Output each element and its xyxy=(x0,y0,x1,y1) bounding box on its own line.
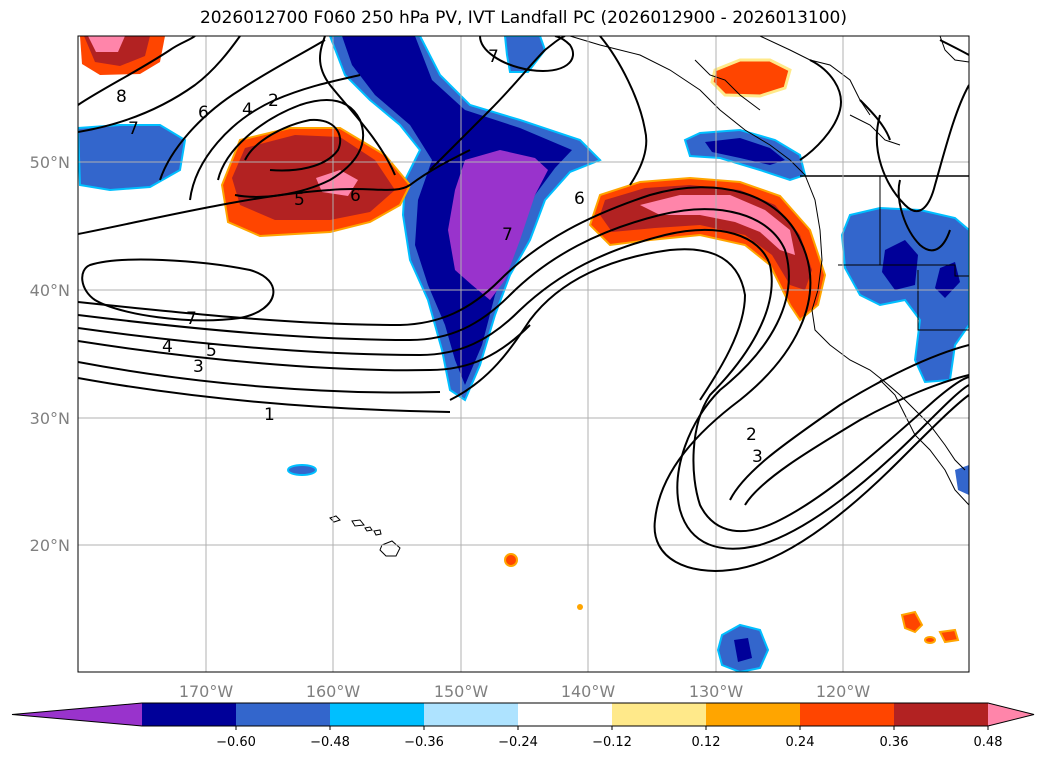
ivt-contours xyxy=(78,36,969,572)
map-frame xyxy=(77,35,970,673)
colorbar-tick-label: −0.36 xyxy=(404,735,444,750)
colorbar-tick-label: −0.12 xyxy=(592,735,632,750)
contour-label: 4 xyxy=(162,337,173,357)
pv-shading xyxy=(78,36,969,672)
colorbar: −0.60 −0.48 −0.36 −0.24 −0.12 0.12 0.24 0.36 0.4… xyxy=(11,702,1035,750)
colorbar-tick-label: −0.60 xyxy=(216,735,256,750)
contour-labels: 8 7 6 4 2 5 6 7 6 7 5 4 3 1 2 3 7 xyxy=(116,47,763,467)
colorbar-tick-label: −0.24 xyxy=(498,735,538,750)
contour-label: 3 xyxy=(193,357,204,377)
lon-tick-label: 140°W xyxy=(561,682,616,701)
colorbar-extend-max xyxy=(988,703,1034,726)
contour-label: 5 xyxy=(206,341,217,361)
hawaii-islands xyxy=(329,515,401,557)
colorbar-box xyxy=(424,703,519,726)
colorbar-box xyxy=(330,703,425,726)
lon-tick-labels: 170°W 160°W 150°W 140°W 130°W 120°W xyxy=(179,682,871,701)
contour-label: 4 xyxy=(242,100,253,120)
contour-label: 2 xyxy=(746,425,757,445)
colorbar-outline xyxy=(11,702,1035,727)
lat-tick-label: 20°N xyxy=(30,536,70,555)
contour-label: 1 xyxy=(264,405,275,425)
colorbar-extend-min xyxy=(12,703,142,726)
colorbar-tick-label: 0.36 xyxy=(880,735,909,750)
contour-label: 6 xyxy=(350,186,361,206)
contour-label: 6 xyxy=(574,189,585,209)
lon-tick-label: 150°W xyxy=(434,682,489,701)
contour-label: 7 xyxy=(488,47,499,67)
colorbar-box xyxy=(142,703,237,726)
lat-tick-label: 30°N xyxy=(30,409,70,428)
lon-tick-label: 160°W xyxy=(306,682,361,701)
contour-label: 7 xyxy=(128,119,139,139)
contour-label: 2 xyxy=(268,91,279,111)
map-area: 8 7 6 4 2 5 6 7 6 7 5 4 3 1 2 3 7 xyxy=(78,36,969,672)
colorbar-box xyxy=(612,703,707,726)
colorbar-box xyxy=(236,703,331,726)
colorbar-tick-label: 0.12 xyxy=(692,735,721,750)
colorbar-tick-label: 0.48 xyxy=(974,735,1003,750)
lat-tick-label: 50°N xyxy=(30,153,70,172)
lon-tick-label: 130°W xyxy=(689,682,744,701)
colorbar-box xyxy=(518,703,613,726)
colorbar-box xyxy=(706,703,801,726)
contour-label: 3 xyxy=(752,447,763,467)
contour-label: 5 xyxy=(294,190,305,210)
colorbar-box xyxy=(800,703,895,726)
colorbar-tick-label: −0.48 xyxy=(310,735,350,750)
colorbar-box xyxy=(894,703,989,726)
lon-tick-label: 170°W xyxy=(179,682,234,701)
contour-label: 6 xyxy=(198,103,209,123)
map-title: 2026012700 F060 250 hPa PV, IVT Landfall… xyxy=(199,8,847,28)
colorbar-tick-label: 0.24 xyxy=(786,735,815,750)
contour-label: 7 xyxy=(186,309,197,329)
lat-tick-labels: 50°N 40°N 30°N 20°N xyxy=(30,153,70,555)
lon-tick-label: 120°W xyxy=(816,682,871,701)
lat-tick-label: 40°N xyxy=(30,281,70,300)
contour-label: 8 xyxy=(116,87,127,107)
contour-label: 7 xyxy=(502,225,513,245)
